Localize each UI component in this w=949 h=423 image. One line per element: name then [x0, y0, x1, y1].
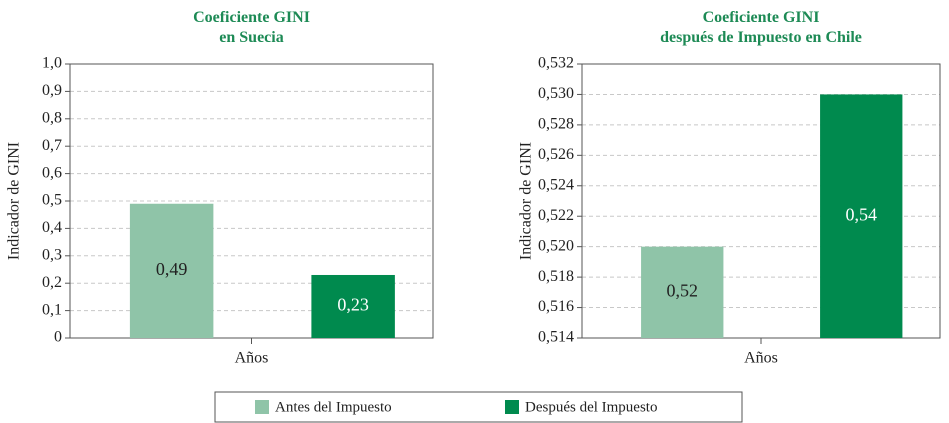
- x-axis-label: Años: [235, 350, 269, 367]
- y-tick-label: 0,524: [538, 176, 574, 193]
- y-tick-label: 0,6: [42, 164, 62, 181]
- y-tick-label: 0,526: [538, 146, 574, 163]
- legend-swatch: [505, 400, 519, 414]
- bar: [311, 274, 395, 338]
- bar: [641, 246, 724, 338]
- y-tick-label: 0,530: [538, 85, 574, 102]
- y-tick-label: 0,1: [42, 301, 62, 318]
- y-tick-label: 0,522: [538, 207, 574, 224]
- bar: [129, 203, 214, 338]
- y-tick-label: 0,516: [538, 298, 574, 315]
- chart-title-line: después de Impuesto en Chile: [660, 29, 862, 46]
- value-label: 0,54: [845, 204, 877, 224]
- legend-box: [214, 391, 743, 423]
- y-tick-label: 0,528: [538, 116, 574, 133]
- y-tick-label: 0,520: [538, 237, 574, 254]
- chart-title: Coeficiente GINI después de Impuesto en C…: [660, 9, 862, 46]
- chart-title: Coeficiente GINI en Suecia: [193, 9, 310, 46]
- chart-title-line: Coeficiente GINI: [193, 9, 310, 26]
- y-tick-label: 0,532: [538, 55, 574, 72]
- legend-label: Antes del Impuesto: [275, 399, 392, 415]
- legend-swatch: [255, 400, 269, 414]
- legend-label: Después del Impuesto: [525, 399, 657, 415]
- y-tick-label: 0,9: [42, 82, 62, 99]
- bar: [820, 94, 903, 338]
- y-tick-label: 1,0: [42, 55, 62, 72]
- y-tick-label: 0,518: [538, 268, 574, 285]
- y-tick-label: 0,8: [42, 109, 62, 126]
- y-tick-label: 0,4: [42, 219, 62, 236]
- chart-title-line: en Suecia: [219, 29, 283, 46]
- y-tick-label: 0: [54, 329, 62, 346]
- y-axis-label: Indicador de GINI: [518, 142, 535, 260]
- y-axis-label: Indicador de GINI: [6, 142, 23, 260]
- y-tick-label: 0,3: [42, 246, 62, 263]
- value-label: 0,49: [156, 259, 188, 279]
- y-tick-label: 0,5: [42, 192, 62, 209]
- y-tick-label: 0,2: [42, 274, 62, 291]
- value-label: 0,23: [337, 295, 369, 315]
- y-tick-label: 0,7: [42, 137, 62, 154]
- value-label: 0,52: [666, 280, 698, 300]
- y-tick-label: 0,514: [538, 329, 574, 346]
- chart-title-line: Coeficiente GINI: [703, 9, 820, 26]
- x-axis-label: Años: [744, 350, 778, 367]
